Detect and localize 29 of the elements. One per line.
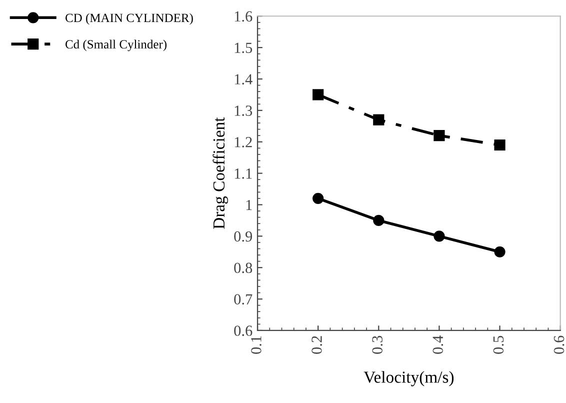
y-tick-label: 0.6 xyxy=(234,326,252,336)
x-tick-label: 0.5 xyxy=(493,336,504,354)
x-tick-label: 0.1 xyxy=(251,336,262,354)
x-tick-label: 0.2 xyxy=(312,336,322,354)
point xyxy=(373,214,384,226)
point xyxy=(494,139,506,151)
x-axis-title: Velocity(m/s) xyxy=(364,371,454,386)
x-tick-label: 0.6 xyxy=(554,336,564,354)
y-tick-label: 0.7 xyxy=(234,294,252,305)
y-tick-label: 0.8 xyxy=(234,262,252,274)
point xyxy=(494,246,506,258)
y-tick-label: 0.9 xyxy=(234,231,252,242)
y-tick-label: 1.2 xyxy=(234,137,252,148)
point xyxy=(312,192,324,204)
legend-label: CD (MAIN CYLINDER) xyxy=(66,13,193,25)
y-tick-label: 1.4 xyxy=(234,74,252,85)
point xyxy=(312,89,324,100)
x-tick-label: 0.3 xyxy=(372,336,383,354)
point xyxy=(434,130,445,142)
point xyxy=(434,230,445,242)
y-tick-label: 1.5 xyxy=(234,42,252,54)
y-axis-title: Drag Coefficient xyxy=(212,117,228,229)
y-tick-label: 1.1 xyxy=(234,168,252,179)
y-tick-label: 1.3 xyxy=(234,106,252,116)
point xyxy=(373,114,384,126)
x-tick-label: 0.4 xyxy=(432,336,444,354)
y-tick-label: 1.6 xyxy=(234,11,252,22)
y-tick-label: 1 xyxy=(246,200,252,210)
legend-label: Cd (Small Cylinder) xyxy=(66,40,167,52)
